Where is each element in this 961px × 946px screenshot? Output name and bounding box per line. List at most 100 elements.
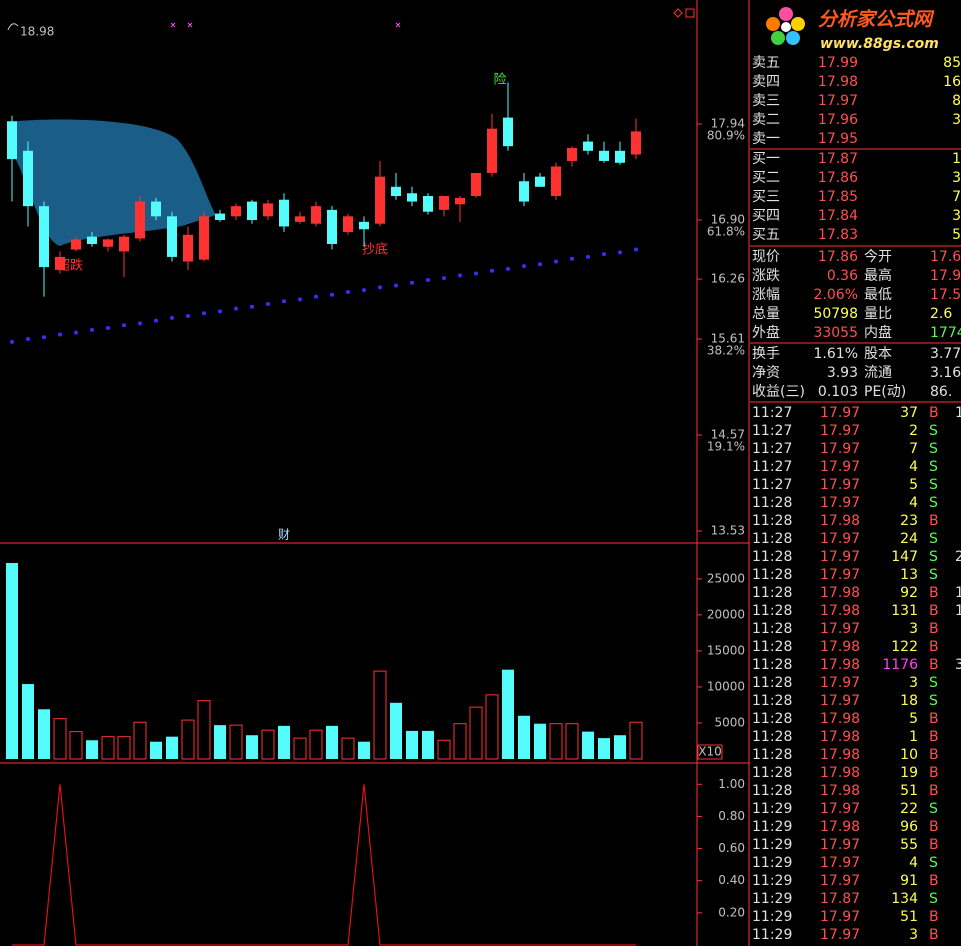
trade-time: 11:29 xyxy=(752,819,792,835)
book-volume: 85 xyxy=(943,55,961,71)
trade-side: B xyxy=(929,765,939,781)
volume-bar xyxy=(422,730,434,759)
volume-bar xyxy=(326,725,338,759)
support-dot xyxy=(362,288,366,293)
quote-label: 最低 xyxy=(864,287,892,303)
support-dot xyxy=(202,311,206,316)
trade-price: 17.98 xyxy=(820,603,860,619)
support-dot xyxy=(634,247,638,252)
quote-value: 3.16亿 xyxy=(930,365,961,381)
trade-volume: 10 xyxy=(900,747,918,763)
trade-price: 17.97 xyxy=(820,837,860,853)
trade-time: 11:29 xyxy=(752,891,792,907)
quote-value: 3.77亿 xyxy=(930,346,961,362)
candle-body xyxy=(71,239,81,250)
book-volume: 3 xyxy=(952,208,961,224)
book-volume: 8 xyxy=(952,93,961,109)
quote-label: 收益(三) xyxy=(752,384,805,400)
candle-body xyxy=(359,221,369,230)
volume-bar xyxy=(582,731,594,759)
trade-time: 11:28 xyxy=(752,747,792,763)
trade-side: B xyxy=(929,909,939,925)
volume-bar xyxy=(390,702,402,759)
candle-body xyxy=(519,181,529,202)
quote-value: 17.86 xyxy=(818,249,858,265)
volume-bar xyxy=(133,721,147,760)
candle-body xyxy=(199,216,209,260)
support-dot xyxy=(218,309,222,314)
trade-time: 11:27 xyxy=(752,459,792,475)
trade-volume: 18 xyxy=(900,693,918,709)
trade-price: 17.98 xyxy=(820,639,860,655)
trade-volume: 147 xyxy=(891,549,918,565)
quote-label: 涨跌 xyxy=(752,268,780,284)
signal-crosses xyxy=(170,22,401,28)
volume-bar xyxy=(197,700,211,760)
candle-body xyxy=(567,148,577,161)
support-dot xyxy=(298,297,302,302)
trade-time: 11:28 xyxy=(752,585,792,601)
book-label: 买五 xyxy=(752,227,780,243)
quote-label: 今开 xyxy=(864,249,892,265)
trade-time: 11:28 xyxy=(752,531,792,547)
y-tick-label: 17.94 xyxy=(711,117,745,131)
candle-body xyxy=(631,131,641,155)
quote-value: 50798 xyxy=(813,306,858,322)
trade-time: 11:27 xyxy=(752,477,792,493)
y-tick-label: 15.61 xyxy=(711,332,745,346)
trade-volume: 1 xyxy=(909,729,918,745)
trade-time: 11:28 xyxy=(752,711,792,727)
trade-price: 17.97 xyxy=(820,909,860,925)
trade-volume: 3 xyxy=(909,621,918,637)
trade-side: S xyxy=(929,801,938,817)
trade-volume: 5 xyxy=(909,711,918,727)
trade-price: 17.98 xyxy=(820,657,860,673)
logo-icon xyxy=(766,7,805,45)
trade-side: B xyxy=(929,819,939,835)
trade-side: B xyxy=(929,873,939,889)
candle-body xyxy=(503,117,513,147)
candle-body xyxy=(535,176,545,187)
trade-volume: 51 xyxy=(900,909,918,925)
support-dot xyxy=(394,283,398,288)
trade-time: 11:28 xyxy=(752,603,792,619)
volume-bar xyxy=(518,715,530,759)
support-dot xyxy=(250,304,254,309)
volume-bar xyxy=(469,706,483,760)
trade-volume: 13 xyxy=(900,567,918,583)
volume-bar xyxy=(614,735,626,759)
book-label: 买一 xyxy=(752,151,780,167)
support-dot xyxy=(282,299,286,304)
trade-price: 17.97 xyxy=(820,549,860,565)
trade-time: 11:28 xyxy=(752,639,792,655)
support-dot xyxy=(106,325,110,330)
y-tick-label: 0.80 xyxy=(718,809,745,823)
cloud-band xyxy=(10,119,216,246)
unit-box xyxy=(697,744,723,760)
y-tick-label: 13.53 xyxy=(711,524,745,538)
trade-volume: 37 xyxy=(900,405,918,421)
volume-bar xyxy=(22,684,34,759)
annotation: 18.98 xyxy=(20,25,54,39)
candle-body xyxy=(119,236,129,252)
trade-price: 17.98 xyxy=(820,783,860,799)
quote-label: 净资 xyxy=(752,365,780,381)
quote-value: 86. xyxy=(930,384,952,400)
candle-body xyxy=(407,193,417,202)
book-volume: 7 xyxy=(952,189,961,205)
trade-price: 17.97 xyxy=(820,621,860,637)
book-price: 17.96 xyxy=(818,112,858,128)
support-dot xyxy=(426,277,430,282)
support-dot xyxy=(522,264,526,269)
trade-time: 11:28 xyxy=(752,783,792,799)
quote-value: 0.36 xyxy=(827,268,858,284)
candle-body xyxy=(183,234,193,262)
candle-body xyxy=(423,196,433,212)
trade-price: 17.98 xyxy=(820,711,860,727)
book-price: 17.99 xyxy=(818,55,858,71)
book-volume: 3 xyxy=(952,170,961,186)
trade-volume: 92 xyxy=(900,585,918,601)
y-tick-label: 20000 xyxy=(707,607,745,621)
candle-body xyxy=(471,172,481,197)
